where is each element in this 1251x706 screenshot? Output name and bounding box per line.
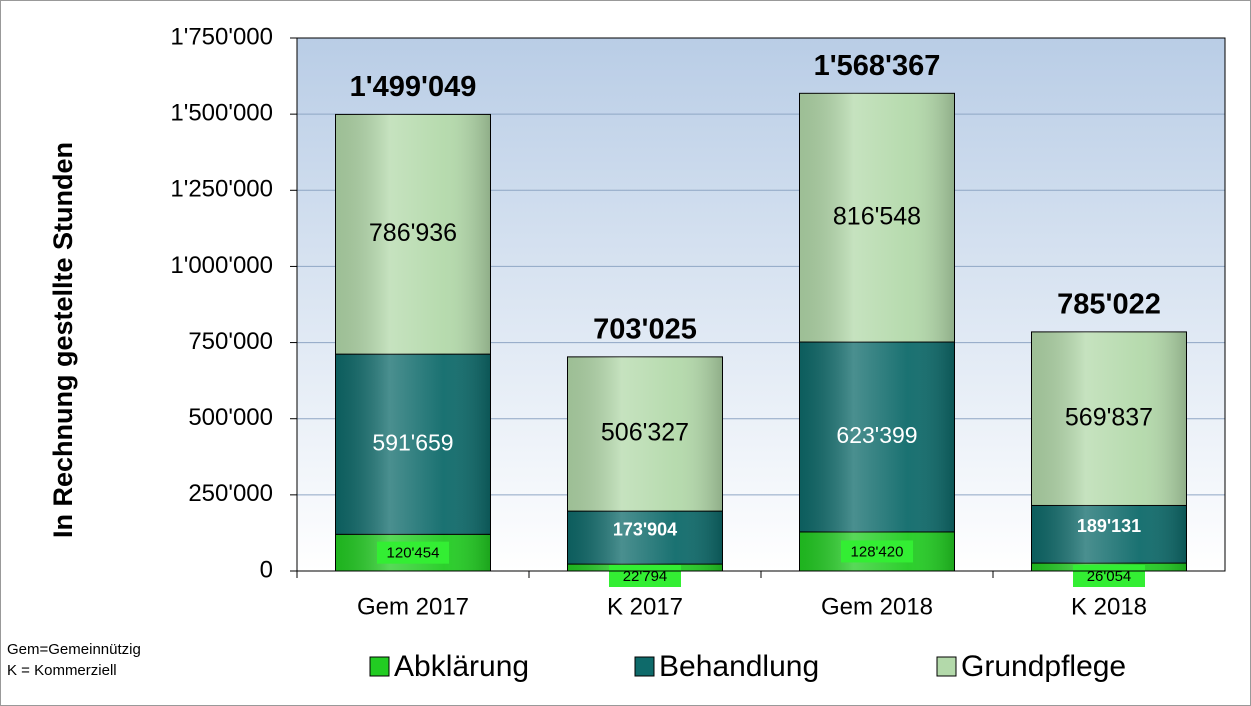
bar-sheen	[567, 511, 723, 565]
bar-sheen	[335, 354, 491, 535]
y-tick-label: 750'000	[188, 328, 273, 355]
value-label: 26'054	[1087, 568, 1132, 585]
label-box	[841, 540, 913, 563]
value-label: 189'131	[1077, 516, 1141, 536]
note: K = Kommerziell	[7, 662, 117, 679]
x-tick-label: K 2017	[607, 593, 683, 620]
value-label: 591'659	[372, 429, 453, 455]
bar-sheen	[799, 342, 955, 532]
value-label: 120'454	[387, 545, 440, 562]
y-tick-label: 1'250'000	[170, 176, 273, 203]
legend-swatch	[369, 656, 390, 677]
total-label: 785'022	[1057, 289, 1161, 321]
legend-swatch	[634, 656, 655, 677]
y-tick-label: 1'000'000	[170, 252, 273, 279]
value-label: 623'399	[836, 422, 917, 448]
bar-sheen	[335, 114, 491, 355]
value-label: 506'327	[601, 419, 689, 447]
value-label: 173'904	[613, 519, 677, 539]
total-label: 703'025	[593, 314, 697, 346]
y-tick-label: 500'000	[188, 404, 273, 431]
legend-label: Grundpflege	[961, 650, 1126, 683]
y-axis-label: In Rechnung gestellte Stunden	[48, 142, 78, 538]
plot-border	[296, 37, 1226, 572]
x-tick-label: Gem 2018	[821, 593, 933, 620]
y-tick-label: 250'000	[188, 480, 273, 507]
legend-label: Behandlung	[659, 650, 819, 683]
value-label: 816'548	[833, 202, 921, 230]
bar-sheen	[799, 93, 955, 343]
note: Gem=Gemeinnützig	[7, 641, 141, 658]
total-label: 1'499'049	[350, 71, 477, 103]
y-tick-label: 1'500'000	[170, 99, 273, 126]
y-tick-label: 1'750'000	[170, 23, 273, 50]
value-label: 786'936	[369, 219, 457, 247]
bar-sheen	[1031, 505, 1187, 564]
value-label: 128'420	[851, 543, 904, 560]
bar-sheen	[567, 356, 723, 512]
value-label: 22'794	[623, 568, 668, 585]
legend-label: Abklärung	[394, 650, 529, 683]
label-box	[377, 541, 449, 564]
total-label: 1'568'367	[814, 50, 941, 82]
x-tick-label: K 2018	[1071, 593, 1147, 620]
legend-swatch	[936, 656, 957, 677]
bar-sheen	[1031, 331, 1187, 506]
y-tick-label: 0	[260, 556, 273, 583]
value-label: 569'837	[1065, 403, 1153, 431]
x-tick-label: Gem 2017	[357, 593, 469, 620]
